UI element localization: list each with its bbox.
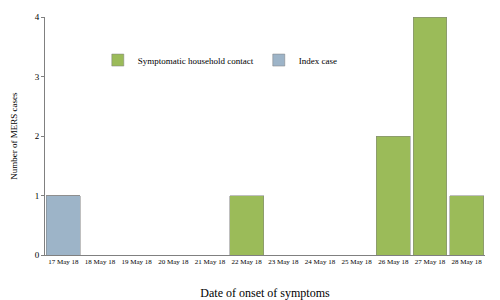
svg-text:19 May 18: 19 May 18 (121, 258, 152, 266)
svg-text:2: 2 (35, 131, 40, 141)
svg-text:28 May 18: 28 May 18 (451, 258, 482, 266)
svg-text:4: 4 (35, 12, 40, 22)
svg-text:3: 3 (35, 72, 40, 82)
svg-text:17 May 18: 17 May 18 (48, 258, 79, 266)
svg-text:Number of MERS cases: Number of MERS cases (9, 92, 19, 180)
svg-text:Index case: Index case (299, 56, 337, 66)
svg-text:18 May 18: 18 May 18 (85, 258, 116, 266)
svg-text:1: 1 (35, 191, 40, 201)
svg-text:Symptomatic household contact: Symptomatic household contact (138, 56, 254, 66)
svg-text:23 May 18: 23 May 18 (268, 258, 299, 266)
svg-text:26 May 18: 26 May 18 (378, 258, 409, 266)
svg-text:21 May 18: 21 May 18 (195, 258, 226, 266)
svg-text:20 May 18: 20 May 18 (158, 258, 189, 266)
svg-text:25 May 18: 25 May 18 (341, 258, 372, 266)
svg-text:24 May 18: 24 May 18 (305, 258, 336, 266)
svg-text:0: 0 (35, 250, 40, 260)
svg-text:Date of onset of symptoms: Date of onset of symptoms (200, 286, 330, 300)
svg-text:27 May 18: 27 May 18 (415, 258, 446, 266)
svg-text:22 May 18: 22 May 18 (231, 258, 262, 266)
